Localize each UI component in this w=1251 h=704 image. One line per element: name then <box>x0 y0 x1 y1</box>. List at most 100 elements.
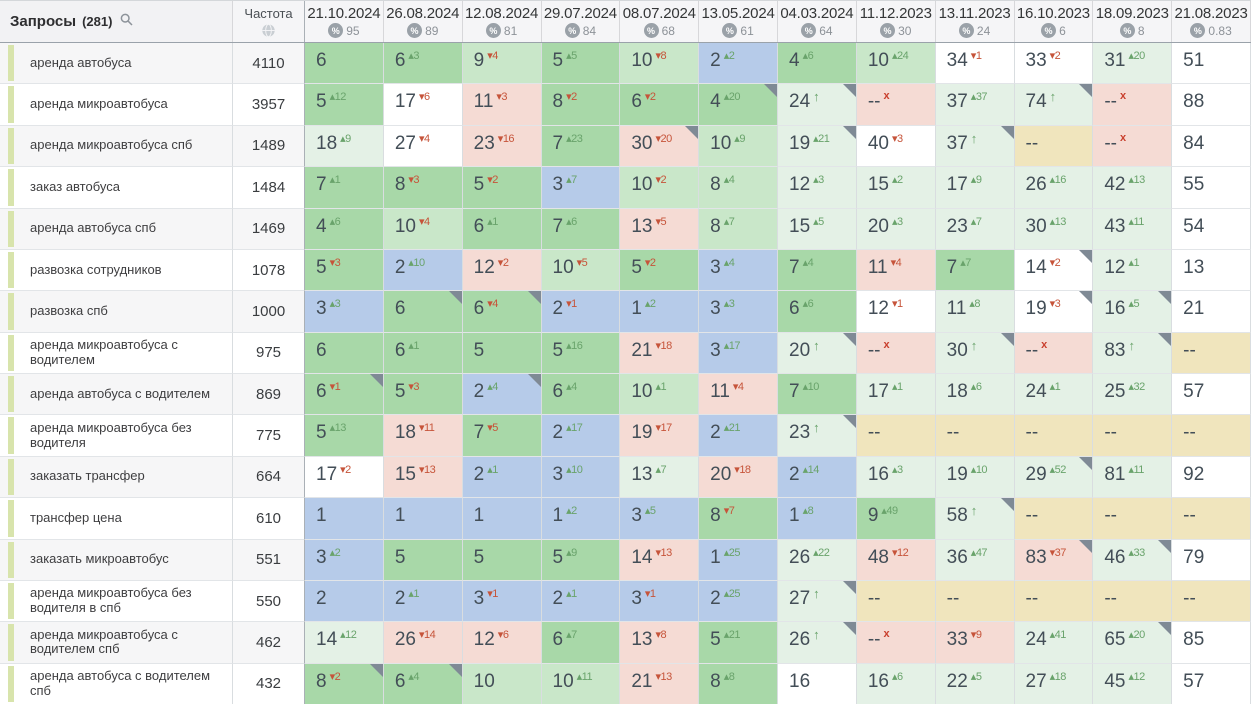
position-cell[interactable]: 48 ▾12 <box>856 539 936 581</box>
position-cell[interactable]: 3 ▴3 <box>699 291 778 333</box>
position-cell[interactable]: 9 ▾4 <box>462 43 542 85</box>
position-cell[interactable]: 5 ▴9 <box>541 539 621 581</box>
position-cell[interactable]: 8 ▾2 <box>541 84 621 126</box>
date-column-header[interactable]: 29.07.2024% 84 <box>542 1 621 42</box>
position-cell[interactable]: 30 ▾20 <box>620 125 700 168</box>
position-cell[interactable]: -- <box>935 580 1015 623</box>
position-cell[interactable]: 2 ▴4 <box>462 374 542 416</box>
position-cell[interactable]: 34 ▾1 <box>935 43 1015 85</box>
position-cell[interactable]: 6 ▴7 <box>541 622 621 664</box>
position-cell[interactable]: 10 ▴24 <box>856 43 936 85</box>
position-cell[interactable]: 17 ▾2 <box>305 456 384 499</box>
position-cell[interactable]: 26 ↑ <box>778 622 857 664</box>
position-cell[interactable]: 14 ▾2 <box>1014 249 1094 292</box>
position-cell[interactable]: 2 ▴1 <box>383 580 463 623</box>
position-cell[interactable]: 5 ▴13 <box>305 415 384 457</box>
position-cell[interactable]: -- <box>1093 580 1173 623</box>
position-cell[interactable]: 17 ▾6 <box>383 84 463 126</box>
position-cell[interactable]: -- <box>1014 498 1094 540</box>
position-cell[interactable]: 21 ▾18 <box>620 332 700 374</box>
position-cell[interactable]: 9 ▴49 <box>856 498 936 540</box>
position-cell[interactable]: 24 ▴1 <box>1014 374 1094 416</box>
position-cell[interactable]: 7 ▴10 <box>778 374 857 416</box>
position-cell[interactable]: 15 ▴2 <box>856 167 936 209</box>
search-icon[interactable] <box>120 13 133 31</box>
query-cell[interactable]: заказать микроавтобус <box>0 539 233 581</box>
position-cell[interactable]: 3 ▴4 <box>699 249 778 292</box>
position-cell[interactable]: 1 <box>462 498 542 540</box>
position-cell[interactable]: 4 ▴6 <box>305 208 384 250</box>
position-cell[interactable]: 8 ▴4 <box>699 167 778 209</box>
query-cell[interactable]: развозка спб <box>0 291 233 333</box>
position-cell[interactable]: 26 ▾14 <box>383 622 463 664</box>
position-cell[interactable]: 57 <box>1172 374 1251 416</box>
date-column-header[interactable]: 26.08.2024% 89 <box>384 1 463 42</box>
position-cell[interactable]: -- <box>1014 125 1094 168</box>
position-cell[interactable]: 74 ↑ <box>1014 84 1094 126</box>
position-cell[interactable]: 12 ▴1 <box>1093 249 1173 292</box>
position-cell[interactable]: -- x <box>1093 125 1173 168</box>
position-cell[interactable]: 5 ▴12 <box>305 84 384 126</box>
position-cell[interactable]: 6 ▾4 <box>462 291 542 333</box>
position-cell[interactable]: 16 ▴3 <box>856 456 936 499</box>
position-cell[interactable]: 83 ▾37 <box>1014 539 1094 581</box>
position-cell[interactable]: 19 ▾3 <box>1014 291 1094 333</box>
position-cell[interactable]: 11 ▾3 <box>462 84 542 126</box>
position-cell[interactable]: 6 ▴4 <box>541 374 621 416</box>
position-cell[interactable]: 30 ▴13 <box>1014 208 1094 250</box>
position-cell[interactable]: 3 ▴10 <box>541 456 621 499</box>
position-cell[interactable]: 3 ▴5 <box>620 498 700 540</box>
position-cell[interactable]: 57 <box>1172 663 1251 704</box>
position-cell[interactable]: 2 <box>305 580 384 623</box>
position-cell[interactable]: 10 ▾5 <box>541 249 621 292</box>
query-cell[interactable]: трансфер цена <box>0 498 233 540</box>
position-cell[interactable]: -- <box>1093 415 1173 457</box>
position-cell[interactable]: 42 ▴13 <box>1093 167 1173 209</box>
position-cell[interactable]: 25 ▴32 <box>1093 374 1173 416</box>
position-cell[interactable]: 7 ▴7 <box>935 249 1015 292</box>
query-cell[interactable]: развозка сотрудников <box>0 249 233 292</box>
position-cell[interactable]: 26 ▴22 <box>778 539 857 581</box>
position-cell[interactable]: 10 ▾2 <box>620 167 700 209</box>
position-cell[interactable]: 3 ▴17 <box>699 332 778 374</box>
position-cell[interactable]: 10 <box>462 663 542 704</box>
position-cell[interactable]: 27 ▾4 <box>383 125 463 168</box>
position-cell[interactable]: 5 ▴21 <box>699 622 778 664</box>
position-cell[interactable]: 1 ▴8 <box>778 498 857 540</box>
position-cell[interactable]: 3 ▴3 <box>305 291 384 333</box>
position-cell[interactable]: 10 ▴9 <box>699 125 778 168</box>
position-cell[interactable]: 2 ▴21 <box>699 415 778 457</box>
position-cell[interactable]: 18 ▴9 <box>305 125 384 168</box>
position-cell[interactable]: 30 ↑ <box>935 332 1015 374</box>
position-cell[interactable]: 26 ▴16 <box>1014 167 1094 209</box>
position-cell[interactable]: 13 <box>1172 249 1251 292</box>
position-cell[interactable]: 2 ▴1 <box>541 580 621 623</box>
position-cell[interactable]: 58 ↑ <box>935 498 1015 540</box>
date-column-header[interactable]: 21.10.2024% 95 <box>305 1 384 42</box>
position-cell[interactable]: 45 ▴12 <box>1093 663 1173 704</box>
position-cell[interactable]: 14 ▴12 <box>305 622 384 664</box>
position-cell[interactable]: 7 ▴4 <box>778 249 857 292</box>
date-column-header[interactable]: 11.12.2023% 30 <box>857 1 936 42</box>
date-column-header[interactable]: 13.11.2023% 24 <box>936 1 1015 42</box>
query-cell[interactable]: аренда микроавтобуса с водителем спб <box>0 622 233 664</box>
position-cell[interactable]: 18 ▾11 <box>383 415 463 457</box>
position-cell[interactable]: 10 ▾8 <box>620 43 700 85</box>
position-cell[interactable]: 23 ▾16 <box>462 125 542 168</box>
position-cell[interactable]: 17 ▴1 <box>856 374 936 416</box>
position-cell[interactable]: 5 ▴5 <box>541 43 621 85</box>
position-cell[interactable]: 6 ▴1 <box>462 208 542 250</box>
position-cell[interactable]: -- x <box>856 332 936 374</box>
position-cell[interactable]: 1 ▴2 <box>620 291 700 333</box>
position-cell[interactable]: 6 <box>383 291 463 333</box>
position-cell[interactable]: 79 <box>1172 539 1251 581</box>
position-cell[interactable]: 8 ▾3 <box>383 167 463 209</box>
position-cell[interactable]: 21 ▾13 <box>620 663 700 704</box>
position-cell[interactable]: 12 ▾2 <box>462 249 542 292</box>
position-cell[interactable]: 5 <box>462 332 542 374</box>
position-cell[interactable]: 12 ▾6 <box>462 622 542 664</box>
position-cell[interactable]: 83 ↑ <box>1093 332 1173 374</box>
position-cell[interactable]: 16 <box>778 663 857 704</box>
query-cell[interactable]: заказ автобуса <box>0 167 233 209</box>
position-cell[interactable]: 12 ▾1 <box>856 291 936 333</box>
